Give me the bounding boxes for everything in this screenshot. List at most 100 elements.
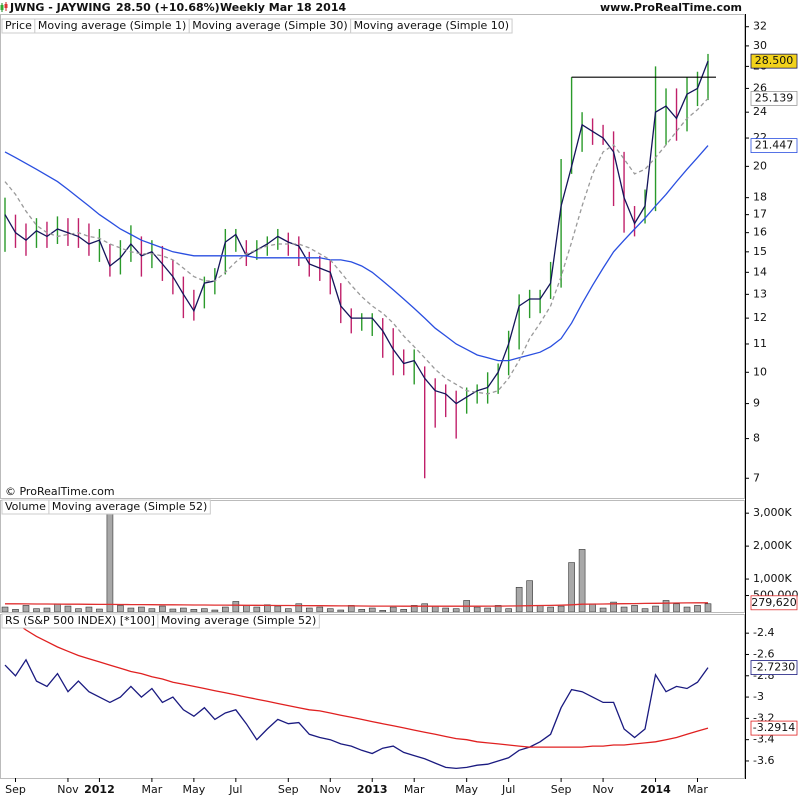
volume-bar [494, 605, 502, 612]
volume-bar [232, 601, 240, 612]
y-tick-label: 8 [753, 432, 760, 445]
volume-bar [410, 605, 418, 612]
volume-bar [515, 586, 523, 612]
y-tick-label: -2.6 [753, 647, 774, 660]
volume-bar [284, 608, 292, 612]
y-tick-label: -3.6 [753, 754, 774, 767]
y-tick-label: 30 [753, 39, 767, 52]
y-tick-label: -2.4 [753, 626, 774, 639]
volume-bar [169, 608, 177, 612]
volume-bar [473, 606, 481, 612]
volume-bar [12, 609, 19, 612]
y-tick-label: 20 [753, 159, 767, 172]
last-value-label: 21.447 [755, 139, 794, 152]
y-tick-label: 11 [753, 337, 767, 350]
volume-bar [243, 605, 250, 612]
volume-bar [180, 607, 187, 612]
volume-bar [610, 601, 617, 612]
volume-bar [148, 608, 156, 612]
x-tick-label: Nov [592, 783, 614, 796]
legend-item: Moving average (Simple 1) [38, 19, 186, 32]
volume-bar [389, 606, 397, 612]
volume-bar [557, 605, 565, 612]
y-tick-label: 9 [753, 397, 760, 410]
legend-item: Volume [5, 500, 46, 513]
volume-bar [211, 609, 219, 612]
volume-bar [662, 600, 670, 612]
x-tick-label: 2014 [640, 783, 671, 796]
x-tick-label: Nov [320, 783, 342, 796]
volume-bar [295, 603, 303, 612]
footer: © ProRealTime.com [5, 485, 115, 498]
y-tick-label: 15 [753, 245, 767, 258]
volume-frame [0, 500, 745, 613]
volume-bar [368, 607, 376, 612]
series-line [4, 145, 709, 362]
y-tick-label: 32 [753, 20, 767, 33]
y-tick-label: 16 [753, 226, 767, 239]
volume-bar [43, 607, 51, 612]
y-tick-label: 14 [753, 265, 767, 278]
y-tick-label: 12 [753, 311, 767, 324]
volume-bar [641, 608, 649, 612]
legend-item: RS (S&P 500 INDEX) [*100] [5, 614, 155, 627]
volume-bar [526, 580, 533, 612]
y-tick-label: 10 [753, 365, 767, 378]
last-value-label: 25.139 [755, 91, 794, 104]
panel-1 [1, 500, 712, 612]
volume-bar [274, 605, 282, 612]
panel-2 [4, 614, 709, 770]
legend-box [48, 499, 211, 515]
volume-bar [190, 609, 198, 612]
y-tick-label: 7 [753, 471, 760, 484]
y-tick-label: -3.4 [753, 733, 774, 746]
volume-bar [106, 500, 114, 612]
series-line [4, 614, 709, 748]
volume-bar [673, 603, 680, 612]
x-tick-label: 2013 [357, 783, 388, 796]
volume-bar [421, 603, 429, 612]
volume-bar [305, 607, 313, 612]
volume-bar [442, 607, 449, 612]
last-value-box [750, 720, 798, 736]
last-value-label: 28.500 [755, 54, 794, 67]
symbol: JWNG - JAYWING [9, 1, 111, 14]
volume-bar [138, 606, 145, 612]
x-tick-label: Sep [551, 783, 572, 796]
x-tick-label: Mar [404, 783, 425, 796]
volume-bar [54, 603, 61, 612]
x-tick-label: Sep [278, 783, 299, 796]
x-tick-label: Jul [501, 783, 515, 796]
volume-bar [316, 606, 324, 612]
volume-bar [201, 608, 208, 612]
volume-bar [452, 608, 460, 612]
legend-item: Moving average (Simple 52) [161, 614, 316, 627]
last-value-box [750, 138, 798, 154]
volume-bar [505, 608, 512, 612]
last-value-box [750, 660, 798, 675]
legend-box [157, 613, 320, 629]
y-tick-label: 3,000K [753, 506, 792, 519]
x-tick-label: 2012 [84, 783, 115, 796]
last-value-box [750, 595, 798, 611]
candle-icon [0, 2, 8, 12]
legend-item: Moving average (Simple 10) [354, 19, 509, 32]
price-frame [0, 14, 745, 499]
x-tick-label: May [455, 783, 478, 796]
volume-bar [547, 606, 554, 612]
x-tick-label: Sep [5, 783, 26, 796]
legend-item: Moving average (Simple 30) [192, 19, 347, 32]
volume-bar [159, 605, 166, 612]
volume-bar [358, 609, 366, 612]
last-value-label: -2.7230 [753, 661, 795, 674]
volume-bar [589, 603, 596, 612]
last-value-label: 279,620 [751, 596, 797, 609]
volume-bar [652, 605, 659, 612]
volume-bar [33, 608, 40, 612]
last-value-box [750, 91, 798, 106]
y-tick-label: -3 [753, 690, 764, 703]
volume-bar [578, 549, 586, 612]
volume-bar [22, 605, 30, 612]
volume-bar [253, 606, 261, 612]
